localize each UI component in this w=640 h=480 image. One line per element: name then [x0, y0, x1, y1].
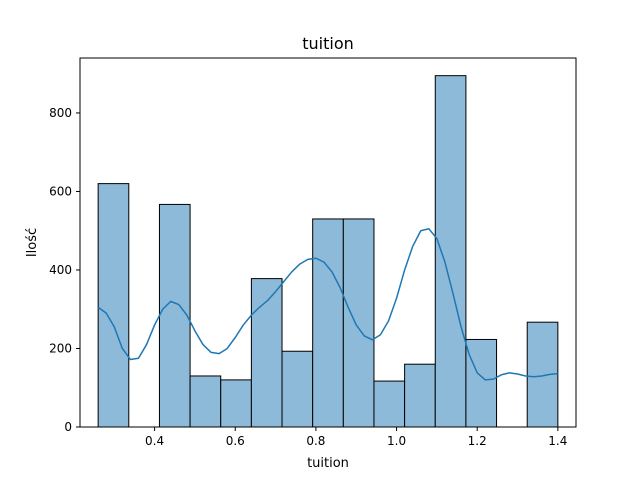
y-tick-label: 200 [49, 341, 72, 355]
x-tick-label: 0.6 [226, 434, 245, 448]
kde-curve [97, 228, 558, 381]
y-tick-label: 600 [49, 184, 72, 198]
x-tick-label: 1.2 [468, 434, 487, 448]
histogram-bar [434, 75, 467, 428]
y-tick-label: 800 [49, 106, 72, 120]
histogram-bars [97, 75, 559, 428]
x-tick-label: 0.8 [306, 434, 325, 448]
histogram-bar [281, 350, 314, 428]
x-tick-label: 0.4 [145, 434, 164, 448]
histogram-bar [404, 363, 436, 428]
histogram-bar [312, 218, 344, 428]
x-axis-ticks: 0.4 0.6 0.8 1.0 1.2 1.4 [145, 427, 567, 448]
x-axis-label: tuition [307, 456, 349, 471]
histogram-bar [250, 278, 283, 428]
y-tick-label: 400 [49, 263, 72, 277]
y-axis-ticks: 0 200 400 600 800 [49, 106, 80, 434]
x-tick-label: 1.0 [387, 434, 406, 448]
histogram-bar [220, 379, 252, 428]
y-axis-label: Ilość [25, 228, 40, 257]
x-tick-label: 1.4 [548, 434, 567, 448]
histogram-bar [342, 218, 375, 428]
histogram-bar [189, 375, 222, 428]
chart-title: tuition [302, 34, 354, 53]
histogram-bar [97, 183, 130, 428]
histogram-bar [465, 338, 498, 428]
histogram-bar [373, 380, 406, 428]
histogram-bar [158, 203, 191, 428]
y-tick-label: 0 [64, 420, 72, 434]
plot-frame [79, 57, 577, 428]
